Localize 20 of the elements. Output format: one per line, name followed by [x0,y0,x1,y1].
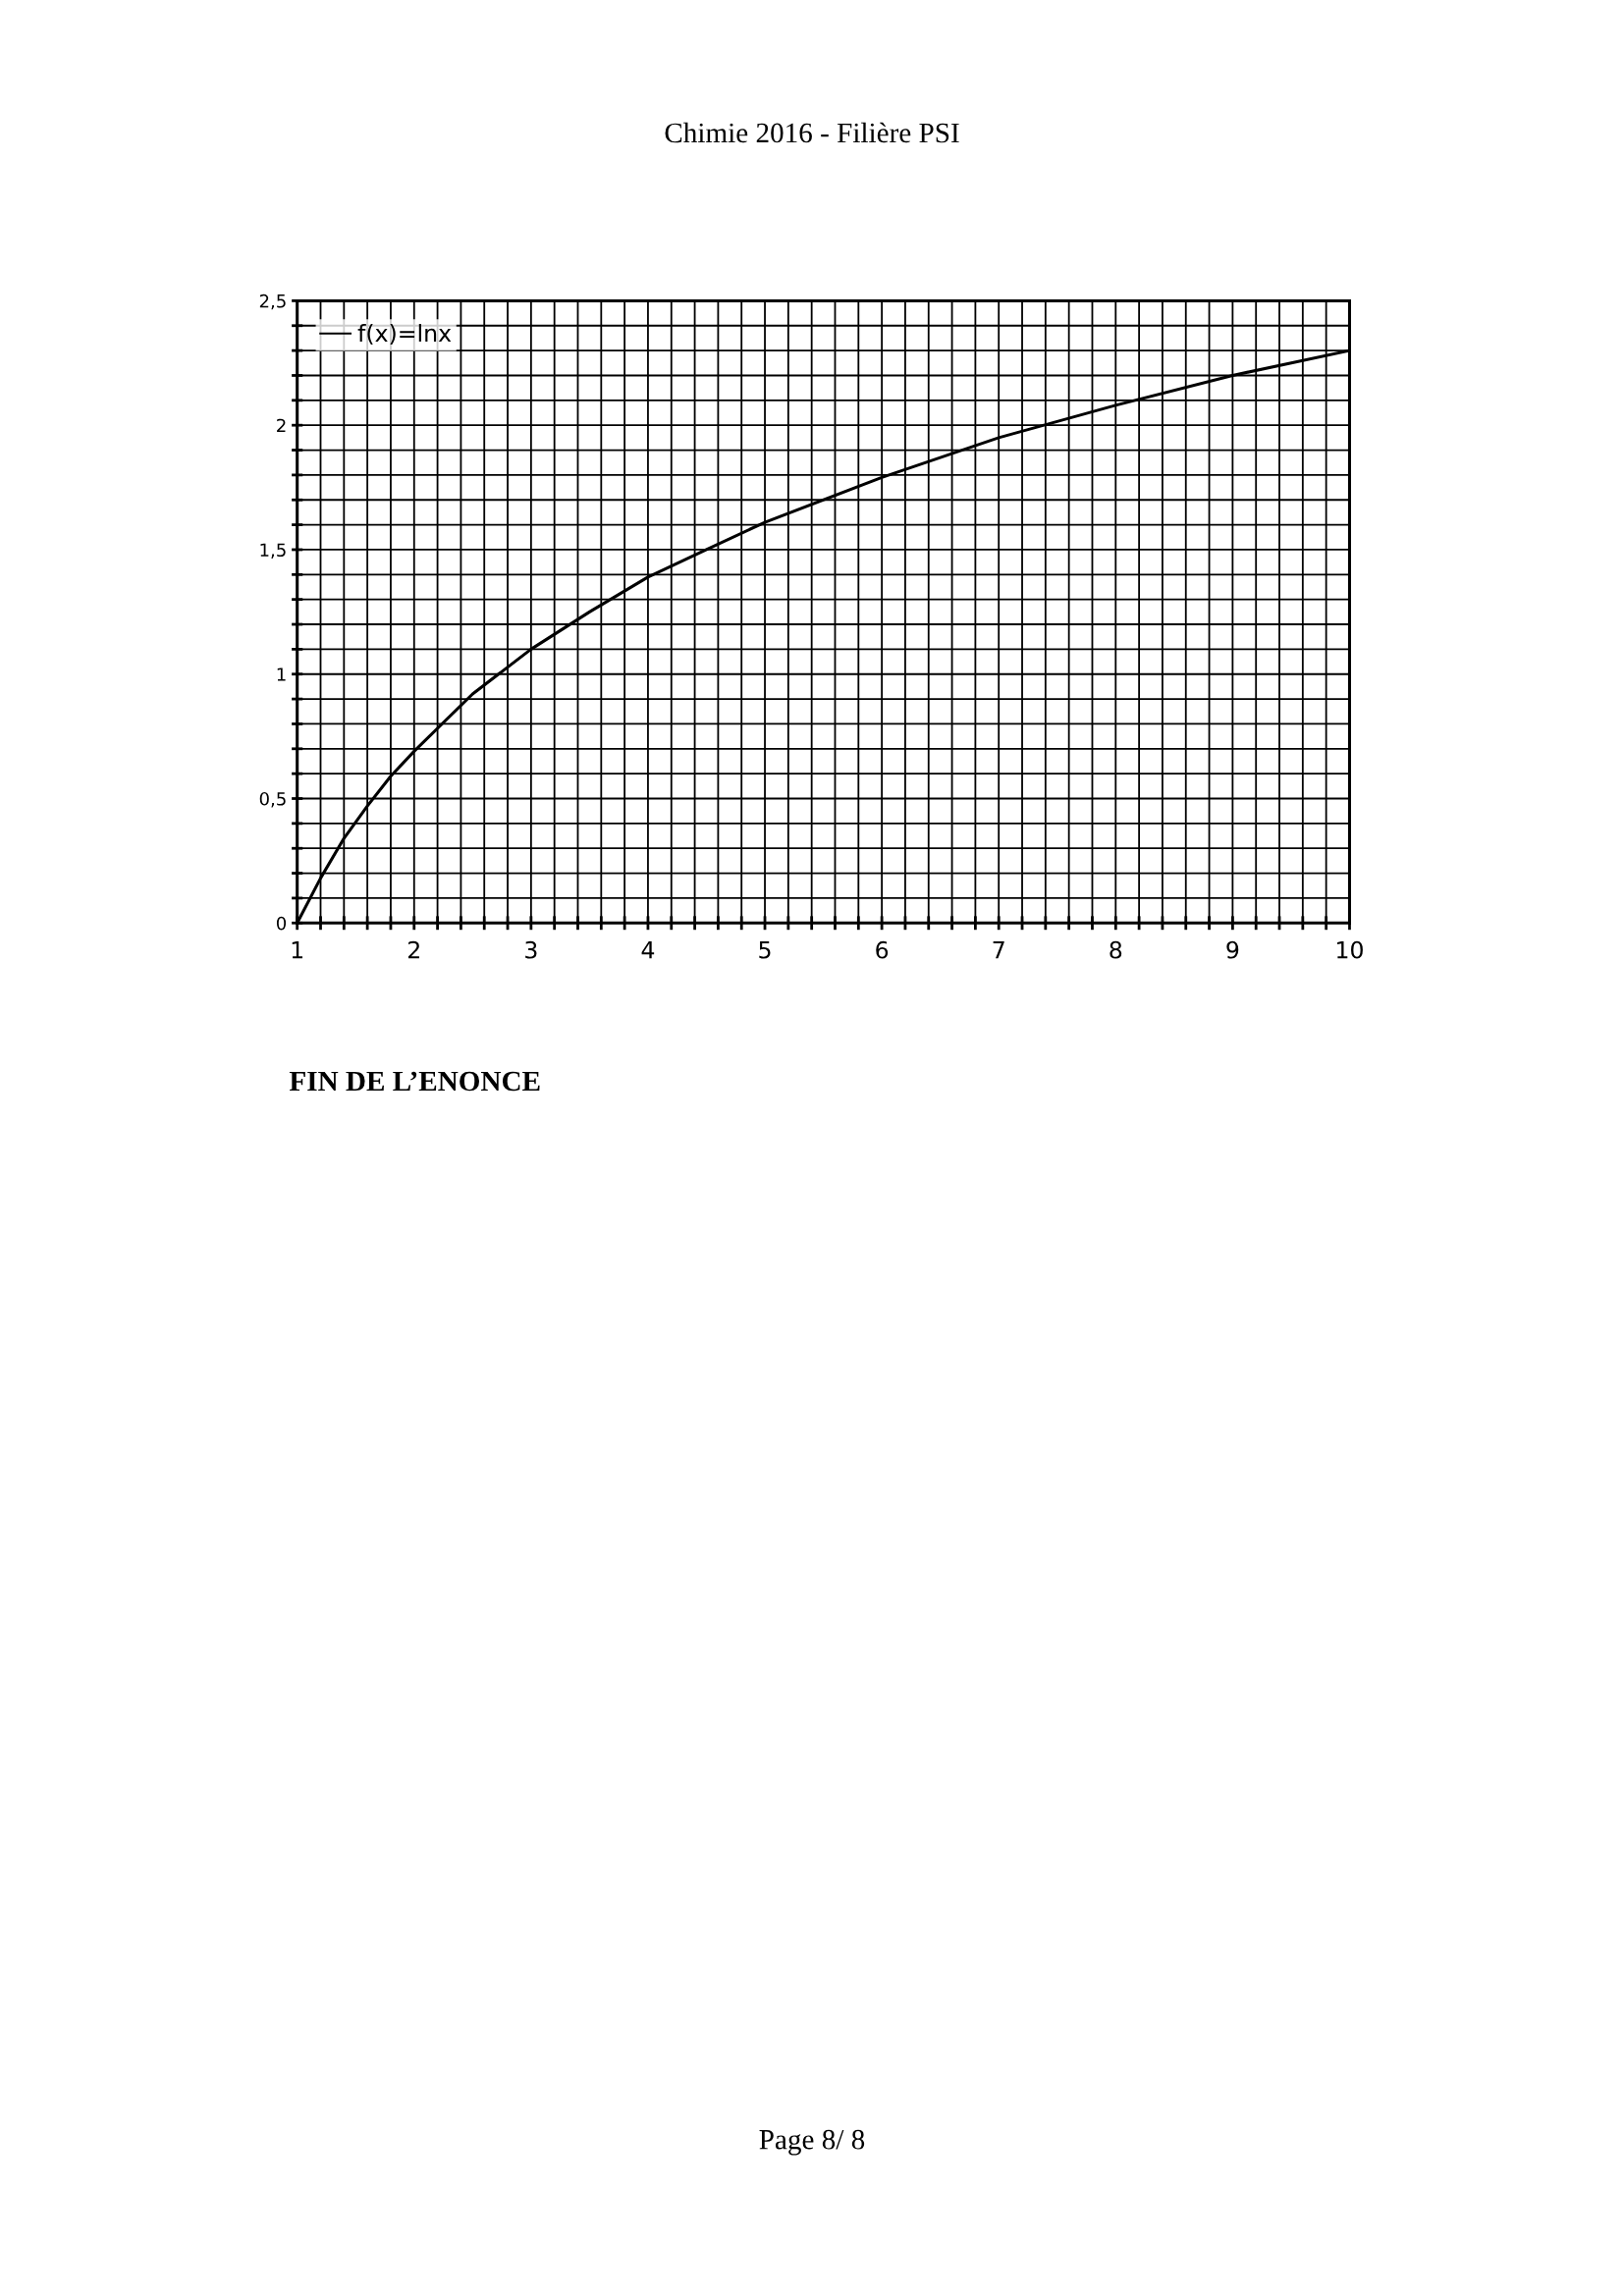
x-tick-label: 3 [525,940,537,959]
x-tick-label: 6 [876,940,889,959]
text: Page 8/ 8 [759,2129,865,2156]
y-tick-label: 2 [277,418,286,433]
chart-title: Chimie 2016 - Filière PSI [665,122,959,143]
x-tick-label: 5 [759,941,771,959]
y-tick-label: 0 [276,916,287,931]
x-tick-label: 9 [1226,940,1239,959]
text: FIN DE L’ENONCE [289,1071,540,1092]
y-tick-label: 1 [277,667,286,681]
x-tick-label: 7 [993,941,1004,959]
y-tick-label: 2,5 [259,294,286,310]
x-tick-label: 2 [407,940,419,959]
y-tick-label: 0,5 [259,791,286,808]
x-tick-label: 8 [1110,940,1122,959]
legend-label: f(x)=lnx [357,324,452,346]
x-tick-label: 4 [641,941,655,959]
y-tick-label: 1,5 [260,543,286,559]
x-tick-label: 10 [1337,940,1363,959]
x-tick-label: 1 [292,941,303,959]
